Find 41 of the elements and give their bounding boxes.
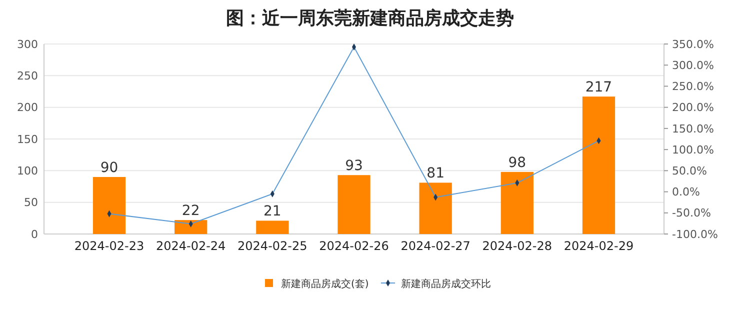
x-tick-label: 2024-02-27 xyxy=(400,239,470,253)
y2-tick-label: 150.0% xyxy=(672,122,714,136)
data-label: 98 xyxy=(508,154,526,171)
y2-tick-label: -50.0% xyxy=(672,206,711,220)
bar xyxy=(338,175,370,234)
x-tick-label: 2024-02-23 xyxy=(74,239,144,253)
y2-tick-label: 350.0% xyxy=(672,38,714,51)
bar xyxy=(174,220,208,234)
y-tick-label: 300 xyxy=(17,38,38,51)
bar xyxy=(419,182,452,234)
chart-title: 图：近一周东莞新建商品房成交走势 xyxy=(226,8,514,29)
data-label: 90 xyxy=(100,160,118,176)
x-tick-label: 2024-02-29 xyxy=(564,239,634,253)
x-tick-label: 2024-02-25 xyxy=(238,239,308,253)
y-tick-label: 50 xyxy=(24,196,38,210)
y2-tick-label: 0.0% xyxy=(672,186,700,199)
y2-tick-label: 50.0% xyxy=(672,164,707,178)
y2-tick-label: 250.0% xyxy=(672,80,714,94)
x-tick-label: 2024-02-26 xyxy=(319,239,389,253)
data-label: 21 xyxy=(264,204,282,220)
bar xyxy=(582,96,616,234)
y-tick-label: 200 xyxy=(17,101,38,114)
x-tick-label: 2024-02-28 xyxy=(482,239,552,253)
y2-tick-label: 200.0% xyxy=(672,101,714,114)
y-tick-label: 0 xyxy=(31,228,38,241)
y-tick-label: 150 xyxy=(17,132,38,146)
y2-tick-label: 100.0% xyxy=(672,143,714,156)
data-label: 22 xyxy=(182,203,200,220)
data-label: 81 xyxy=(426,166,444,182)
bar xyxy=(500,172,534,234)
y2-tick-label: 300.0% xyxy=(672,58,714,72)
x-tick-label: 2024-02-24 xyxy=(156,239,226,253)
legend-label: 新建商品房成交(套) xyxy=(281,278,369,290)
y2-tick-label: -100.0% xyxy=(672,228,718,241)
data-label: 217 xyxy=(585,80,612,96)
data-label: 93 xyxy=(345,158,363,174)
y-tick-label: 250 xyxy=(17,70,38,83)
legend-label: 新建商品房成交环比 xyxy=(401,278,491,290)
bar xyxy=(256,220,289,234)
y-tick-label: 100 xyxy=(17,164,38,178)
bar xyxy=(92,177,126,234)
